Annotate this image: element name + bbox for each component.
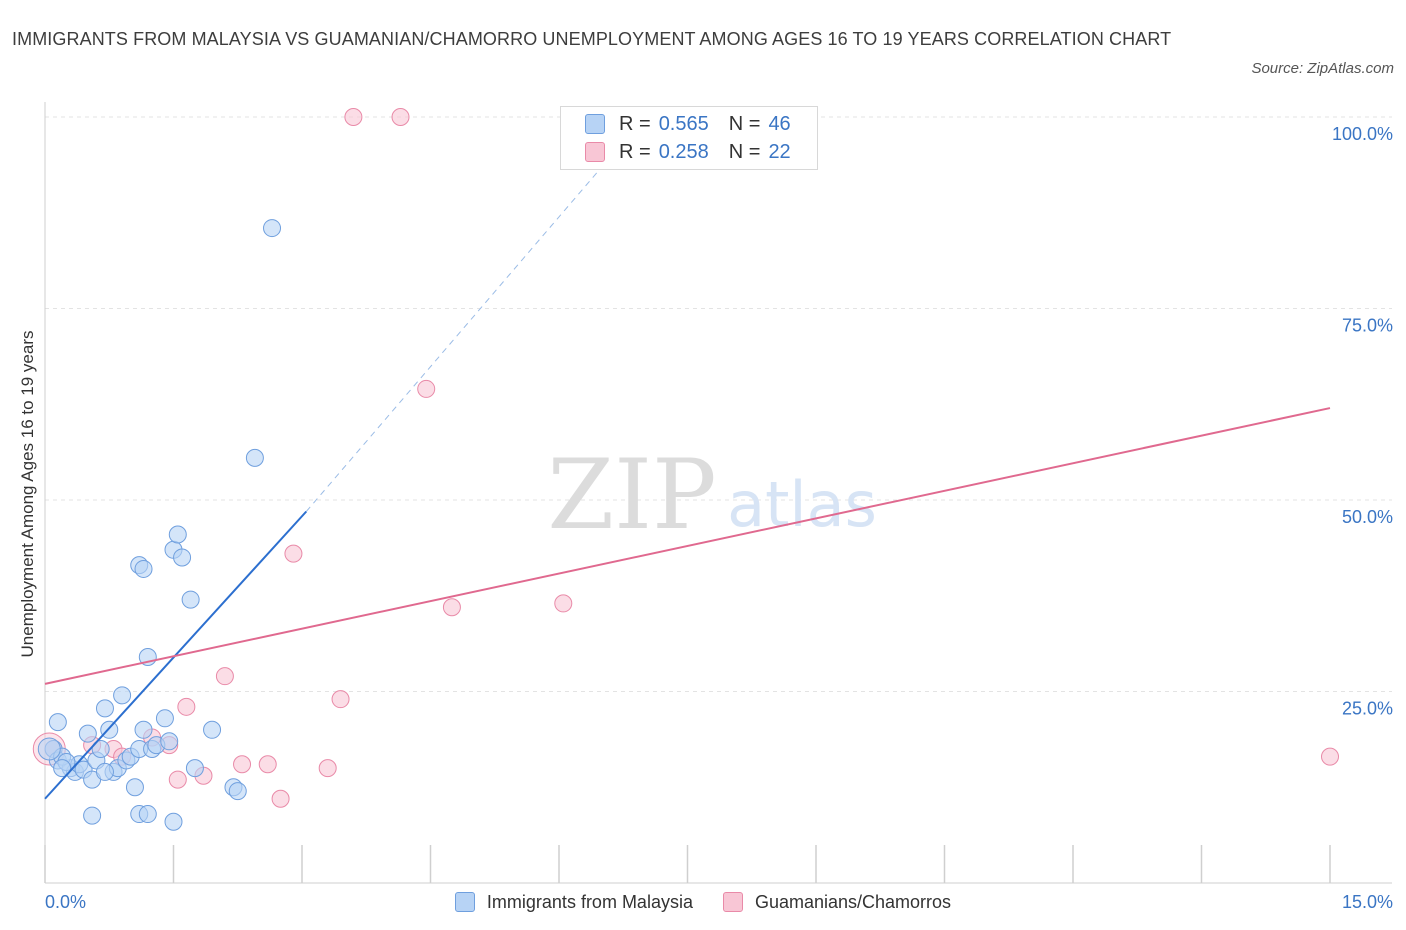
guamanian-point: [258, 755, 277, 774]
legend-label-guamanians: Guamanians/Chamorros: [754, 891, 952, 912]
malaysia-point: [95, 762, 114, 781]
malaysia-point: [78, 724, 97, 743]
r-value: 0.565: [658, 112, 709, 135]
y-tick-label: 75.0%: [1342, 316, 1393, 336]
guamanian-point: [344, 108, 363, 126]
malaysia-point: [173, 548, 192, 567]
guamanian-point: [284, 544, 303, 563]
malaysia-point: [91, 739, 110, 758]
guamanian-point: [318, 759, 337, 778]
malaysia-point: [181, 590, 200, 609]
legend-swatch-blue: [454, 892, 475, 912]
guamanian-point: [417, 379, 436, 398]
malaysia-point: [83, 806, 102, 825]
malaysia-point: [113, 686, 132, 705]
legend-item-malaysia[interactable]: Immigrants from Malaysia: [454, 891, 693, 913]
malaysia-point: [155, 709, 174, 728]
guamanian-trend-line: [44, 407, 1331, 685]
malaysia-point: [228, 782, 247, 801]
malaysia-point: [263, 219, 282, 238]
malaysia-point: [185, 759, 204, 778]
trend-lines: [44, 116, 1331, 800]
legend-swatch-blue: [585, 114, 605, 134]
guamanian-point: [331, 690, 350, 709]
legend-swatch-pink: [722, 892, 743, 912]
guamanian-point: [215, 667, 234, 686]
malaysia-point: [53, 759, 72, 778]
malaysia-point: [245, 448, 264, 467]
malaysia-point: [134, 720, 153, 739]
guamanian-point: [554, 594, 573, 613]
watermark-atlas: atlas: [727, 468, 877, 541]
tick-labels: 100.0% 75.0% 50.0% 25.0% 0.0% 15.0%: [45, 124, 1393, 912]
y-tick-label: 50.0%: [1342, 507, 1393, 527]
y-tick-label: 100.0%: [1332, 124, 1393, 144]
chart-title: IMMIGRANTS FROM MALAYSIA VS GUAMANIAN/CH…: [12, 29, 1172, 49]
x-tick-label: 15.0%: [1342, 892, 1393, 912]
malaysia-point: [134, 559, 153, 578]
malaysia-trend-extension: [305, 116, 646, 512]
guamanian-point: [442, 598, 461, 617]
r-label: R =: [619, 112, 651, 135]
n-label: N =: [728, 112, 761, 135]
guamanian-point: [177, 697, 196, 716]
r-value: 0.258: [658, 140, 709, 163]
malaysia-point: [95, 699, 114, 718]
grid: [45, 116, 1392, 692]
malaysia-point: [125, 778, 144, 797]
legend-row-guamanians: R = 0.258 N = 22: [585, 138, 791, 166]
guamanian-point: [391, 108, 410, 126]
series-legend: Immigrants from Malaysia Guamanians/Cham…: [0, 888, 1406, 916]
y-tick-label: 25.0%: [1342, 699, 1393, 719]
malaysia-point: [48, 713, 67, 732]
r-label: R =: [619, 140, 651, 163]
n-value: 46: [768, 112, 791, 135]
malaysia-point: [168, 525, 187, 544]
guamanian-point: [168, 770, 187, 789]
correlation-legend: R = 0.565 N = 46 R = 0.258 N = 22: [560, 106, 818, 170]
guamanian-point: [271, 789, 290, 808]
legend-row-malaysia: R = 0.565 N = 46: [585, 110, 791, 138]
legend-label-malaysia: Immigrants from Malaysia: [486, 891, 693, 912]
axes: [44, 102, 1392, 884]
source-label: Source: ZipAtlas.com: [1251, 60, 1394, 77]
malaysia-point: [138, 805, 157, 824]
n-label: N =: [728, 140, 761, 163]
guamanian-point: [233, 755, 252, 774]
malaysia-point-cluster: [37, 737, 61, 761]
legend-item-guamanians[interactable]: Guamanians/Chamorros: [722, 891, 952, 913]
watermark: ZIP atlas: [547, 439, 877, 551]
series-malaysia-points: [37, 219, 282, 831]
watermark-zip: ZIP: [547, 439, 716, 551]
malaysia-point: [203, 720, 222, 739]
legend-swatch-pink: [585, 142, 605, 162]
n-value: 22: [768, 140, 791, 163]
malaysia-point: [164, 812, 183, 831]
guamanian-point: [1321, 747, 1339, 766]
x-tick-label: 0.0%: [45, 892, 86, 912]
malaysia-point: [160, 732, 179, 751]
